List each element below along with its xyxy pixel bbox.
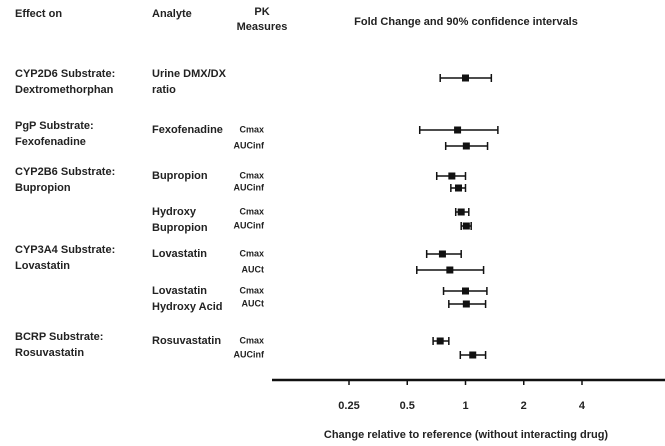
effect-label: BCRP Substrate: — [15, 331, 103, 343]
pk-header: Measures — [237, 21, 288, 33]
effect-label: Bupropion — [15, 182, 71, 194]
analyte-label: Hydroxy Acid — [152, 301, 223, 313]
analyte-label: Bupropion — [152, 170, 208, 182]
point-estimate — [457, 208, 465, 216]
effect-label: CYP2D6 Substrate: — [15, 68, 115, 80]
point-estimate — [462, 142, 470, 150]
point-estimate — [438, 250, 446, 258]
point-estimate — [448, 172, 456, 180]
measure-label: Cmax — [239, 285, 264, 295]
measure-label: AUCinf — [234, 140, 265, 150]
point-estimate — [454, 126, 462, 134]
pk-header: PK — [254, 6, 269, 18]
measure-label: AUCt — [242, 264, 265, 274]
x-tick-label: 0.5 — [400, 400, 415, 412]
x-tick-label: 4 — [579, 400, 586, 412]
measure-label: AUCinf — [234, 220, 265, 230]
point-estimate — [436, 337, 444, 345]
measure-label: AUCinf — [234, 349, 265, 359]
x-tick-label: 0.25 — [338, 400, 359, 412]
chart-title: Fold Change and 90% confidence intervals — [354, 16, 578, 28]
measure-label: AUCt — [242, 298, 265, 308]
x-tick-label: 2 — [521, 400, 527, 412]
effect-label: Dextromethorphan — [15, 84, 114, 96]
analyte-label: Lovastatin — [152, 248, 207, 260]
effect-label: Lovastatin — [15, 260, 70, 272]
measure-label: Cmax — [239, 206, 264, 216]
measure-label: Cmax — [239, 335, 264, 345]
point-estimate — [462, 287, 469, 295]
analyte-label: Bupropion — [152, 222, 208, 234]
point-estimate — [454, 184, 462, 192]
measure-label: Cmax — [239, 170, 264, 180]
effect-header: Effect on — [15, 8, 62, 20]
measure-label: AUCinf — [234, 182, 265, 192]
analyte-label: Urine DMX/DX — [152, 68, 227, 80]
effect-label: PgP Substrate: — [15, 120, 94, 132]
point-estimate — [446, 266, 454, 274]
analyte-header: Analyte — [152, 8, 192, 20]
measure-label: Cmax — [239, 124, 264, 134]
effect-label: CYP2B6 Substrate: — [15, 166, 115, 178]
analyte-label: Fexofenadine — [152, 124, 223, 136]
effect-label: Rosuvastatin — [15, 347, 84, 359]
effect-label: Fexofenadine — [15, 136, 86, 148]
effect-label: CYP3A4 Substrate: — [15, 244, 115, 256]
analyte-label: Rosuvastatin — [152, 335, 221, 347]
x-tick-label: 1 — [462, 400, 468, 412]
analyte-label: ratio — [152, 84, 176, 96]
point-estimate — [462, 300, 470, 308]
point-estimate — [462, 74, 469, 82]
analyte-label: Lovastatin — [152, 285, 207, 297]
point-estimate — [469, 351, 477, 359]
measure-label: Cmax — [239, 248, 264, 258]
x-axis-label: Change relative to reference (without in… — [324, 429, 609, 441]
analyte-label: Hydroxy — [152, 206, 197, 218]
point-estimate — [462, 222, 470, 230]
